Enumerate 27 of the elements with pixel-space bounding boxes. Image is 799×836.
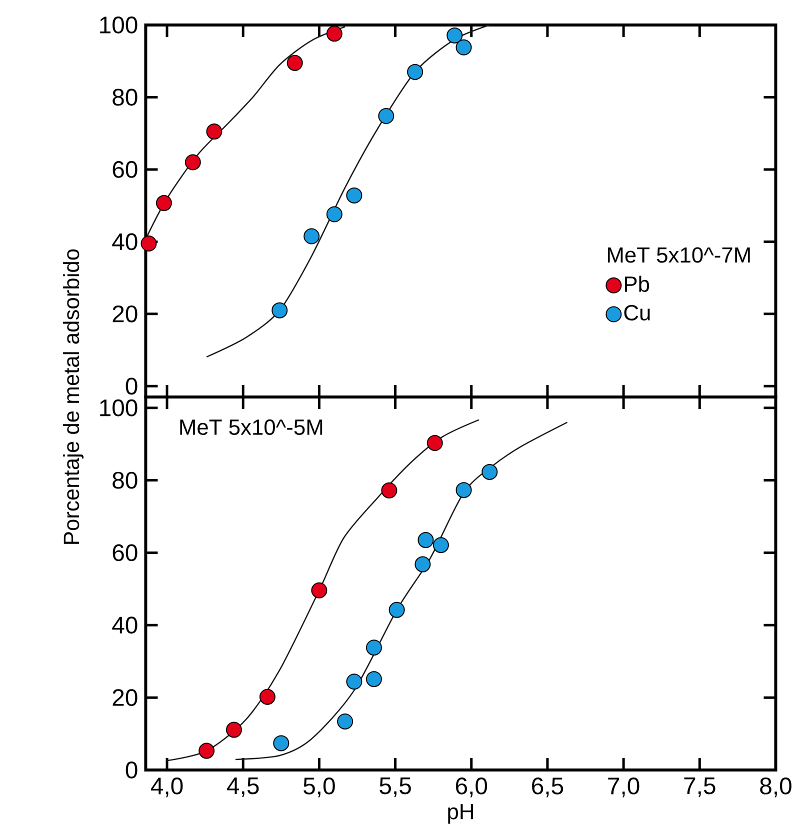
y-tick-label: 20 (112, 305, 138, 322)
y-tick-label: 20 (112, 689, 138, 706)
legend-label: Pb (625, 276, 650, 292)
y-axis-title: Porcentaje de metal adsorbido (63, 249, 84, 544)
x-tick-label: 6,0 (456, 778, 488, 798)
x-tick-label: 4,0 (151, 778, 183, 798)
x-tick-label: 5,0 (304, 778, 336, 798)
x-tick-label: 7,0 (608, 778, 640, 798)
legend-label: Cu (624, 304, 650, 320)
annotation: MeT 5x10^-5M (180, 419, 322, 435)
y-tick-label: 80 (112, 88, 138, 106)
y-tick-label: 0 (126, 762, 138, 778)
y-tick-label: 100 (100, 399, 138, 416)
y-tick-label: 100 (100, 16, 138, 34)
y-tick-label: 80 (112, 472, 138, 489)
legend-title: MeT 5x10^-7M (608, 247, 750, 263)
x-tick-label: 4,5 (227, 778, 259, 798)
y-tick-label: 40 (112, 233, 138, 250)
y-tick-label: 60 (112, 161, 138, 178)
y-tick-label: 40 (112, 616, 138, 634)
x-axis-title: pH (448, 804, 474, 824)
y-tick-label: 0 (126, 378, 138, 395)
x-tick-label: 7,5 (684, 778, 716, 798)
x-tick-label: 5,5 (380, 778, 412, 798)
x-tick-label: 6,5 (532, 778, 564, 798)
x-tick-label: 8,0 (760, 778, 792, 798)
y-tick-label: 60 (112, 544, 138, 562)
